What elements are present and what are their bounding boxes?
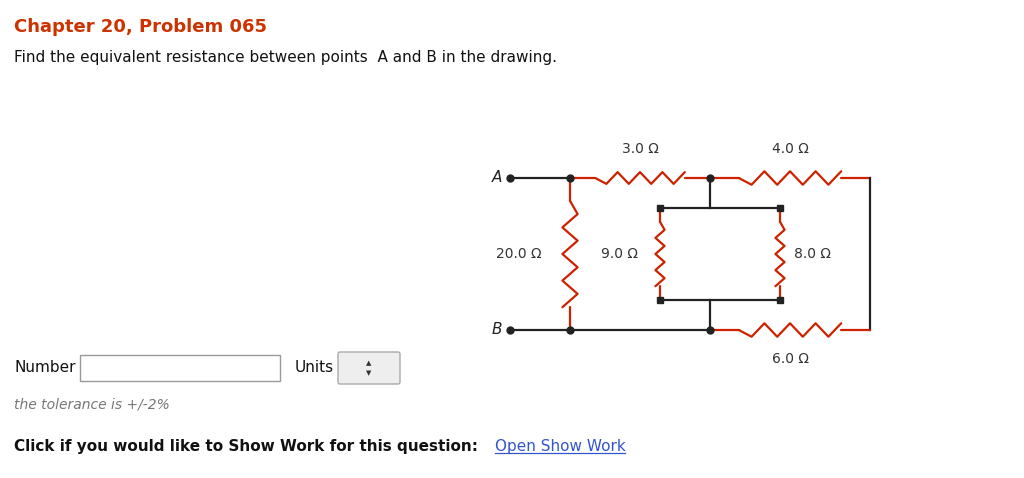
Text: Open Show Work: Open Show Work: [495, 439, 626, 455]
Text: A: A: [492, 171, 502, 185]
Text: Click if you would like to Show Work for this question:: Click if you would like to Show Work for…: [14, 439, 478, 455]
Text: Chapter 20, Problem 065: Chapter 20, Problem 065: [14, 18, 267, 36]
Text: 8.0 Ω: 8.0 Ω: [794, 247, 831, 261]
Text: 4.0 Ω: 4.0 Ω: [771, 142, 808, 156]
Text: Units: Units: [295, 360, 334, 376]
Text: Find the equivalent resistance between points  A and B in the drawing.: Find the equivalent resistance between p…: [14, 50, 557, 65]
Text: Number: Number: [14, 360, 76, 376]
Text: the tolerance is +/-2%: the tolerance is +/-2%: [14, 398, 170, 412]
Text: 9.0 Ω: 9.0 Ω: [601, 247, 638, 261]
Text: ▲: ▲: [367, 360, 372, 366]
Text: 6.0 Ω: 6.0 Ω: [771, 352, 809, 366]
Text: 3.0 Ω: 3.0 Ω: [622, 142, 658, 156]
Text: B: B: [492, 323, 502, 337]
Text: 20.0 Ω: 20.0 Ω: [497, 247, 542, 261]
FancyBboxPatch shape: [80, 355, 280, 381]
FancyBboxPatch shape: [338, 352, 400, 384]
Text: ▼: ▼: [367, 370, 372, 376]
